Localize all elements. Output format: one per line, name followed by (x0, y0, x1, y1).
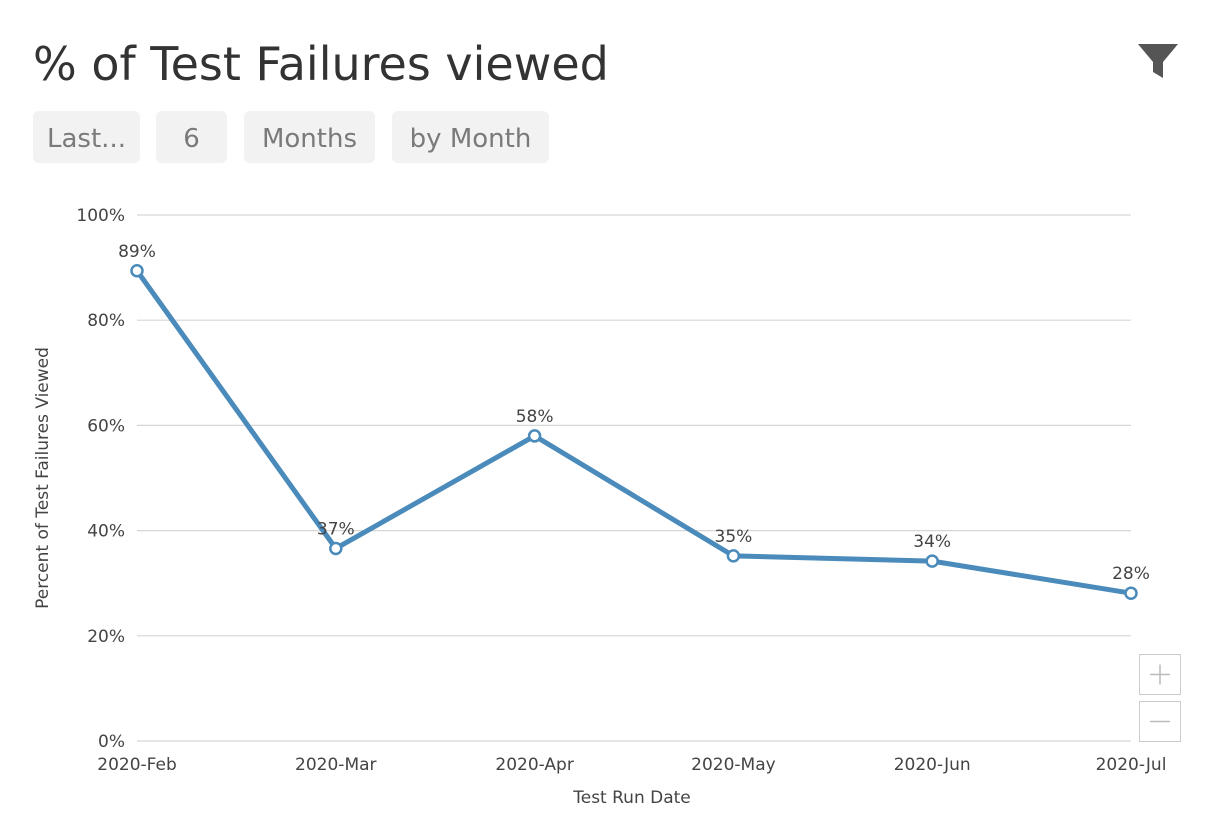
y-tick-label: 40% (87, 522, 125, 542)
data-point (925, 554, 939, 568)
control-label: by Month (410, 124, 532, 154)
data-label: 28% (1112, 564, 1150, 584)
control-button[interactable] (156, 111, 227, 163)
data-label: 58% (516, 407, 554, 427)
data-point (329, 541, 343, 556)
y-tick-label: 80% (87, 311, 125, 331)
x-tick-label: 2020-Feb (97, 755, 177, 775)
data-point (130, 264, 144, 278)
plus-icon (1150, 664, 1170, 685)
y-axis-label: Percent of Test Failures Viewed (33, 347, 53, 609)
zoom-controls (1139, 654, 1181, 742)
data-point (527, 429, 542, 443)
control-label: Last... (47, 124, 126, 154)
x-tick-label: 2020-Jun (894, 755, 971, 775)
y-tick-label: 0% (98, 732, 125, 752)
data-point (726, 549, 741, 563)
chart-title: % of Test Failures viewed (33, 37, 609, 91)
data-label: 89% (118, 242, 156, 262)
data-label: 37% (317, 519, 355, 539)
y-tick-label: 20% (87, 627, 125, 647)
x-tick-label: 2020-Jul (1096, 755, 1167, 775)
x-tick-label: 2020-May (691, 755, 776, 775)
x-axis-label: Test Run Date (572, 788, 691, 808)
filter-icon[interactable] (1138, 44, 1178, 78)
y-tick-label: 60% (87, 416, 125, 436)
control-button[interactable] (392, 111, 549, 163)
y-tick-label: 100% (76, 206, 125, 226)
data-label: 35% (715, 527, 753, 547)
x-tick-label: 2020-Mar (295, 755, 376, 775)
control-label: 6 (183, 124, 200, 154)
data-label: 34% (913, 532, 951, 552)
control-label: Months (262, 124, 357, 154)
control-button[interactable] (244, 111, 375, 163)
series-line (134, 269, 1132, 596)
data-point (1124, 586, 1138, 600)
control-button[interactable] (33, 111, 140, 163)
x-tick-label: 2020-Apr (495, 755, 573, 775)
